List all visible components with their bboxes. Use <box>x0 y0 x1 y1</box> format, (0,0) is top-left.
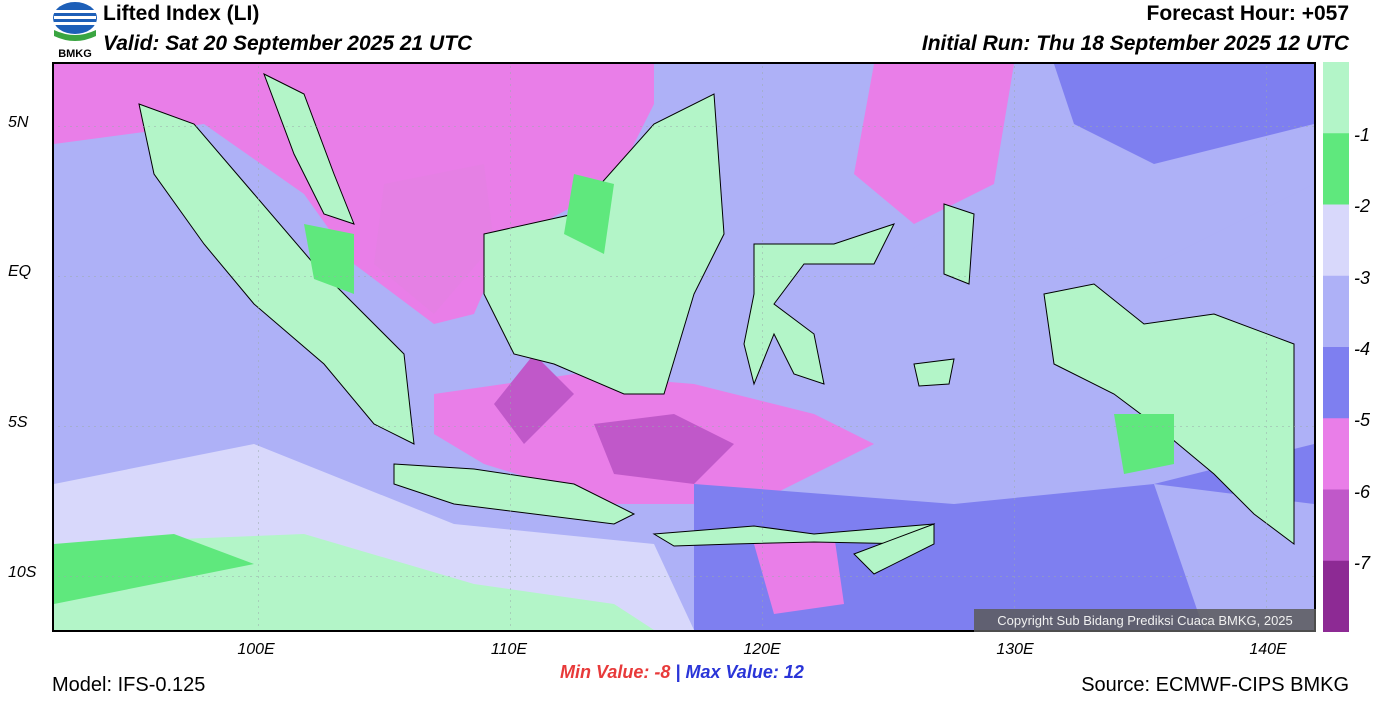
bmkg-logo-text: BMKG <box>58 48 92 60</box>
colorbar-segment <box>1323 62 1349 134</box>
max-value: 12 <box>783 662 804 682</box>
model-name: Model: IFS-0.125 <box>52 674 206 696</box>
colorbar <box>1323 62 1349 633</box>
lat-label-10s: 10S <box>8 564 37 581</box>
lon-label-120e: 120E <box>743 641 781 658</box>
lon-label-100e: 100E <box>237 641 275 658</box>
colorbar-label: -3 <box>1354 268 1371 288</box>
colorbar-segment <box>1323 204 1349 277</box>
colorbar-label: -6 <box>1354 482 1371 502</box>
colorbar-segment <box>1323 347 1349 419</box>
min-label: Min Value: <box>560 662 650 682</box>
colorbar-segment <box>1323 560 1349 633</box>
map-canvas <box>54 64 1314 630</box>
colorbar-label: -5 <box>1354 410 1371 430</box>
min-value: -8 <box>654 662 671 682</box>
valid-time: Valid: Sat 20 September 2025 21 UTC <box>103 32 473 55</box>
colorbar-label: -1 <box>1354 125 1371 145</box>
lon-label-110e: 110E <box>490 641 528 658</box>
copyright-notice: Copyright Sub Bidang Prediksi Cuaca BMKG… <box>974 609 1316 632</box>
colorbar-label: -4 <box>1354 339 1371 359</box>
initial-run: Initial Run: Thu 18 September 2025 12 UT… <box>921 32 1349 55</box>
colorbar-segment <box>1323 418 1349 490</box>
forecast-hour: Forecast Hour: +057 <box>1146 2 1350 25</box>
min-max-values: Min Value: -8 | Max Value: 12 <box>560 662 804 683</box>
map-title: Lifted Index (LI) <box>103 2 260 25</box>
bmkg-logo: BMKG <box>50 0 100 60</box>
lat-label-5n: 5N <box>8 114 29 131</box>
colorbar-segment <box>1323 489 1349 562</box>
lifted-index-map <box>52 62 1316 632</box>
minmax-separator: | <box>675 662 681 682</box>
colorbar-segment <box>1323 275 1349 348</box>
lon-label-130e: 130E <box>996 641 1034 658</box>
colorbar-label: -7 <box>1354 553 1371 573</box>
data-source: Source: ECMWF-CIPS BMKG <box>1081 674 1349 696</box>
lon-label-140e: 140E <box>1249 641 1287 658</box>
lat-label-eq: EQ <box>8 263 32 280</box>
max-label: Max Value: <box>685 662 779 682</box>
colorbar-segment <box>1323 133 1349 205</box>
colorbar-label: -2 <box>1354 196 1371 216</box>
lat-label-5s: 5S <box>8 414 28 431</box>
